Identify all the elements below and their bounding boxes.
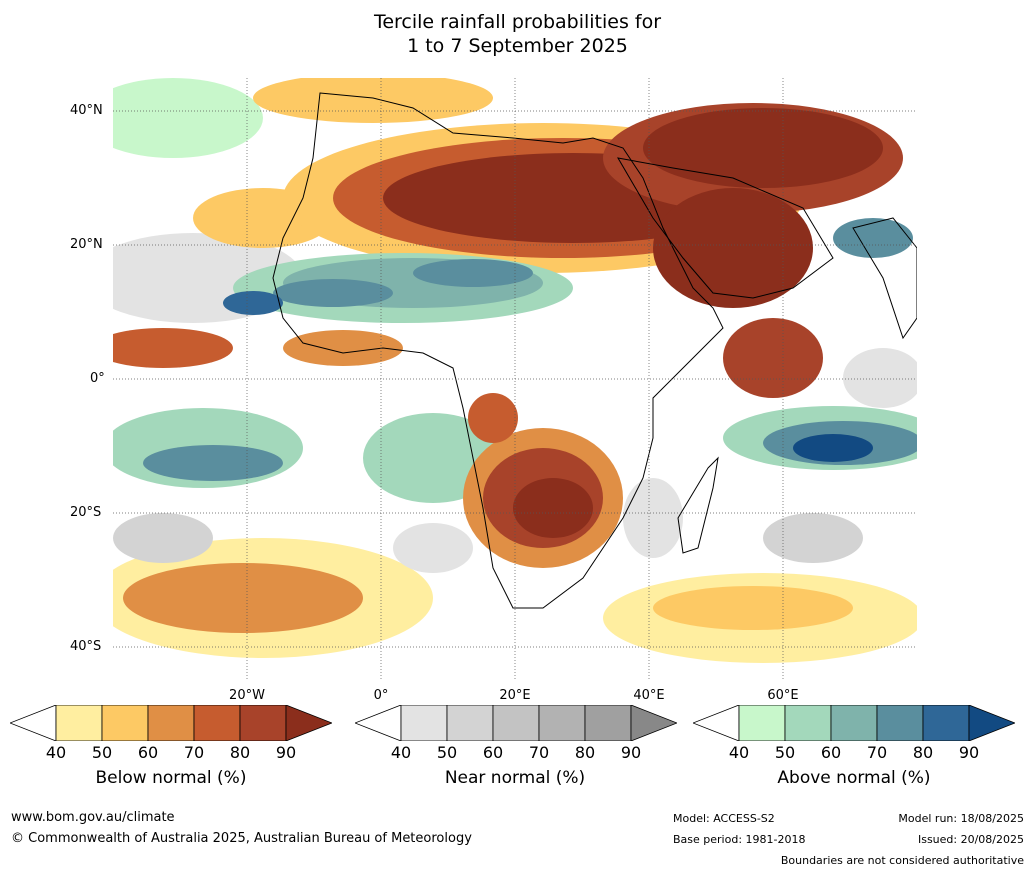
colorbar-segment	[876, 705, 924, 741]
colorbar-left-extension	[693, 705, 740, 741]
title-line-2: 1 to 7 September 2025	[407, 35, 628, 57]
rainfall-probability-map	[113, 78, 917, 680]
colorbar-segment	[738, 705, 786, 741]
colorbar-segment	[922, 705, 970, 741]
arabia-coastline	[617, 157, 834, 299]
colorbar-tick-label: 70	[528, 743, 550, 762]
colorbar-segment	[55, 705, 103, 741]
colorbar-right-extension	[285, 705, 332, 741]
colorbar-left-extension	[355, 705, 402, 741]
colorbar-segment	[538, 705, 586, 741]
colorbar-tick-label: 40	[390, 743, 412, 762]
africa-coastline	[272, 92, 724, 609]
lat-label-40s: 40°S	[70, 639, 102, 654]
colorbar-segment	[101, 705, 149, 741]
colorbar-segment	[239, 705, 287, 741]
below-normal-label: Below normal (%)	[95, 768, 247, 788]
colorbar-segment	[830, 705, 878, 741]
colorbar-tick-label: 80	[574, 743, 596, 762]
graticule	[113, 78, 917, 680]
lon-label-60e: 60°E	[767, 688, 799, 703]
colorbar-right-extension	[630, 705, 677, 741]
india-coastline	[852, 217, 917, 340]
colorbar-segment	[400, 705, 448, 741]
lon-label-40e: 40°E	[633, 688, 665, 703]
colorbar-tick-label: 50	[91, 743, 113, 762]
base-period-text: Base period: 1981-2018	[673, 833, 806, 846]
disclaimer-text: Boundaries are not considered authoritat…	[780, 854, 1024, 867]
issued-text: Issued: 20/08/2025	[917, 833, 1024, 846]
model-run-text: Model run: 18/08/2025	[898, 812, 1024, 825]
above-normal-label: Above normal (%)	[777, 768, 931, 788]
colorbar-tick-label: 40	[45, 743, 67, 762]
colorbar-tick-label: 70	[866, 743, 888, 762]
website-link[interactable]: www.bom.gov.au/climate	[11, 810, 175, 825]
near-normal-label: Near normal (%)	[444, 768, 586, 788]
colorbar-segment	[492, 705, 540, 741]
colorbar-right-extension	[968, 705, 1015, 741]
title-line-1: Tercile rainfall probabilities for	[373, 11, 662, 33]
lon-label-0: 0°	[373, 688, 389, 703]
model-text: Model: ACCESS-S2	[673, 812, 775, 825]
colorbar-left-extension	[10, 705, 57, 741]
lat-label-0: 0°	[90, 371, 105, 386]
lon-label-20w: 20°W	[229, 688, 265, 703]
lat-label-40n: 40°N	[70, 103, 103, 118]
colorbar-segment	[147, 705, 195, 741]
madagascar-coastline	[677, 456, 719, 554]
colorbar-tick-label: 60	[820, 743, 842, 762]
near-normal-colorbar	[355, 705, 677, 741]
colorbar-tick-label: 50	[774, 743, 796, 762]
copyright-text: © Commonwealth of Australia 2025, Austra…	[11, 831, 472, 846]
lon-label-20e: 20°E	[499, 688, 531, 703]
colorbar-segment	[446, 705, 494, 741]
colorbar-tick-label: 80	[912, 743, 934, 762]
below-normal-colorbar	[10, 705, 332, 741]
colorbar-tick-label: 60	[482, 743, 504, 762]
colorbar-tick-label: 70	[183, 743, 205, 762]
colorbar-tick-label: 90	[620, 743, 642, 762]
colorbar-tick-label: 80	[229, 743, 251, 762]
colorbar-segment	[784, 705, 832, 741]
lat-label-20n: 20°N	[70, 237, 103, 252]
colorbar-tick-label: 90	[958, 743, 980, 762]
lat-label-20s: 20°S	[70, 505, 102, 520]
colorbar-tick-label: 90	[275, 743, 297, 762]
colorbar-tick-label: 60	[137, 743, 159, 762]
above-normal-colorbar	[693, 705, 1015, 741]
map-title: Tercile rainfall probabilities for 1 to …	[0, 10, 1035, 58]
colorbar-tick-label: 40	[728, 743, 750, 762]
colorbar-segment	[193, 705, 241, 741]
colorbar-segment	[584, 705, 632, 741]
colorbar-tick-label: 50	[436, 743, 458, 762]
